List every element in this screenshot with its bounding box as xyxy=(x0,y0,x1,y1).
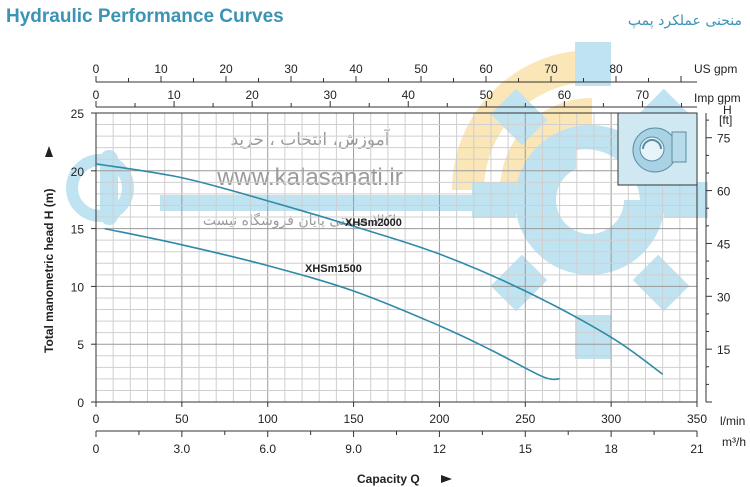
svg-text:Capacity Q: Capacity Q xyxy=(357,472,420,486)
usgpm-tick-label: 10 xyxy=(154,62,168,76)
impgpm-unit: Imp gpm xyxy=(694,91,741,105)
impgpm-tick-label: 30 xyxy=(324,88,338,102)
ft-unit-h: H xyxy=(723,103,732,117)
usgpm-unit: US gpm xyxy=(694,62,737,76)
m3h-tick-label: 18 xyxy=(604,442,618,456)
y-tick-label: 25 xyxy=(71,107,85,121)
x-tick-label: 150 xyxy=(344,412,364,426)
series-label: XHSm1500 xyxy=(305,263,362,275)
ft-tick-label: 45 xyxy=(717,237,731,251)
watermark-text-1: آموزش، انتخاب ، خرید xyxy=(230,128,390,150)
usgpm-tick-label: 40 xyxy=(349,62,363,76)
y-axis-title: Total manometric head H (m) xyxy=(42,146,56,353)
ft-tick-label: 75 xyxy=(717,132,731,146)
plot-frame xyxy=(95,112,698,403)
usgpm-tick-label: 30 xyxy=(284,62,298,76)
chart-title: Hydraulic Performance Curves xyxy=(6,6,284,27)
impgpm-tick-label: 50 xyxy=(480,88,494,102)
ft-tick-label: 60 xyxy=(717,185,731,199)
y-tick-label: 5 xyxy=(77,338,84,352)
lmin-unit: l/min xyxy=(720,414,745,428)
m3h-tick-label: 6.0 xyxy=(259,442,276,456)
x-tick-label: 300 xyxy=(601,412,621,426)
usgpm-tick-label: 70 xyxy=(544,62,558,76)
chart-title-persian: منحنی عملکرد پمپ xyxy=(627,13,742,29)
ft-unit: [ft] xyxy=(719,113,732,127)
curves: XHSm1500 XHSm2000 xyxy=(95,163,664,381)
curve-xhsm1500 xyxy=(104,227,560,381)
usgpm-tick-label: 60 xyxy=(479,62,493,76)
m3h-tick-label: 15 xyxy=(519,442,533,456)
impgpm-tick-label: 10 xyxy=(167,88,181,102)
y-tick-label: 0 xyxy=(77,396,84,410)
usgpm-tick-label: 0 xyxy=(93,62,100,76)
m3h-unit: m³/h xyxy=(722,435,746,449)
x-tick-label: 250 xyxy=(515,412,535,426)
impgpm-tick-label: 0 xyxy=(93,88,100,102)
usgpm-tick-label: 80 xyxy=(609,62,623,76)
pump-image xyxy=(617,112,698,186)
impgpm-tick-label: 60 xyxy=(558,88,572,102)
y-tick-label: 15 xyxy=(71,223,85,237)
usgpm-tick-label: 20 xyxy=(219,62,233,76)
impgpm-tick-label: 20 xyxy=(245,88,259,102)
m3h-tick-label: 0 xyxy=(93,442,100,456)
watermark-text-2: www.kalasanati.ir xyxy=(216,164,402,191)
impgpm-tick-label: 40 xyxy=(402,88,416,102)
svg-text:Total manometric head H (m): Total manometric head H (m) xyxy=(42,189,56,353)
m3h-tick-label: 12 xyxy=(433,442,447,456)
x-tick-label: 100 xyxy=(258,412,278,426)
series-label: XHSm2000 xyxy=(345,217,402,229)
axes xyxy=(91,76,712,437)
x-tick-label: 50 xyxy=(175,412,189,426)
x-tick-label: 200 xyxy=(429,412,449,426)
usgpm-tick-label: 50 xyxy=(414,62,428,76)
m3h-tick-label: 9.0 xyxy=(345,442,362,456)
m3h-tick-label: 21 xyxy=(690,442,704,456)
ft-tick-label: 30 xyxy=(717,290,731,304)
x-tick-label: 350 xyxy=(687,412,707,426)
y-tick-label: 20 xyxy=(71,165,85,179)
x-axis-title: Capacity Q xyxy=(357,472,452,486)
x-tick-label: 0 xyxy=(93,412,100,426)
impgpm-tick-label: 70 xyxy=(636,88,650,102)
ft-tick-label: 15 xyxy=(717,343,731,357)
m3h-tick-label: 3.0 xyxy=(174,442,191,456)
y-tick-label: 10 xyxy=(71,280,85,294)
curve-xhsm2000 xyxy=(95,163,664,375)
